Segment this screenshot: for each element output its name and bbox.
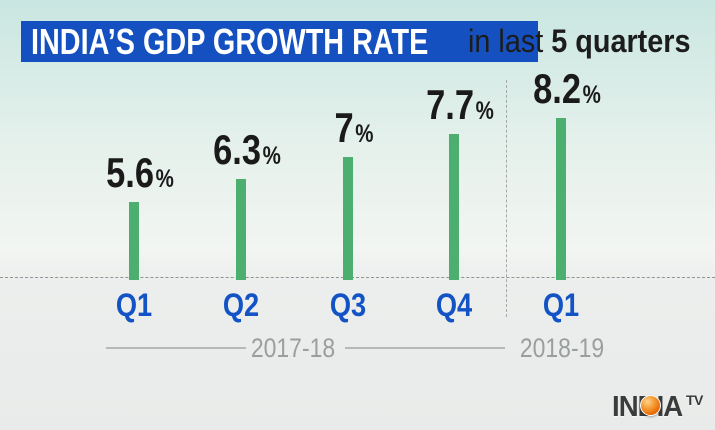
category-label-1: Q2: [222, 287, 259, 323]
bar-q1-4: [556, 118, 566, 280]
value-number: 5.6: [106, 149, 155, 196]
value-label-2: 7%: [296, 107, 411, 159]
year-label-2017-18: 2017-18: [250, 333, 336, 363]
value-label-4: 8.2%: [510, 68, 625, 120]
bar-q4-3: [449, 134, 460, 280]
year-underline-left: [106, 347, 246, 349]
globe-icon: [640, 395, 661, 416]
logo-tv-superscript: TV: [685, 392, 703, 408]
percent-sign: %: [475, 97, 495, 125]
value-label-3: 7.7%: [403, 84, 518, 136]
category-label-2: Q3: [329, 287, 366, 323]
value-number: 8.2: [533, 65, 582, 112]
year-divider-dashed-line: [506, 80, 507, 317]
chart-baseline: [0, 277, 715, 278]
subtitle-emphasis: 5 quarters: [551, 23, 691, 59]
year-label-2018-19: 2018-19: [519, 333, 605, 363]
percent-sign: %: [354, 120, 374, 148]
title-banner: INDIA’S GDP GROWTH RATE: [21, 21, 538, 62]
subtitle-prefix: in last: [468, 23, 552, 59]
value-number: 7: [333, 104, 354, 151]
percent-sign: %: [582, 81, 601, 109]
value-label-1: 6.3%: [189, 129, 304, 181]
percent-sign: %: [262, 142, 281, 170]
page-title: INDIA’S GDP GROWTH RATE: [31, 20, 429, 62]
subtitle: in last 5 quarters: [468, 21, 690, 62]
percent-sign: %: [155, 165, 174, 193]
category-label-4: Q1: [542, 287, 580, 323]
bar-q2-1: [235, 179, 246, 280]
bar-q3-2: [342, 157, 353, 280]
bar-q1-0: [129, 202, 139, 280]
indiatv-logo: INDIATV: [612, 391, 703, 423]
year-underline-right: [345, 347, 505, 349]
category-label-0: Q1: [115, 287, 153, 323]
category-label-3: Q4: [436, 287, 473, 323]
value-number: 6.3: [212, 126, 261, 173]
value-label-0: 5.6%: [83, 152, 198, 204]
value-number: 7.7: [426, 81, 475, 128]
